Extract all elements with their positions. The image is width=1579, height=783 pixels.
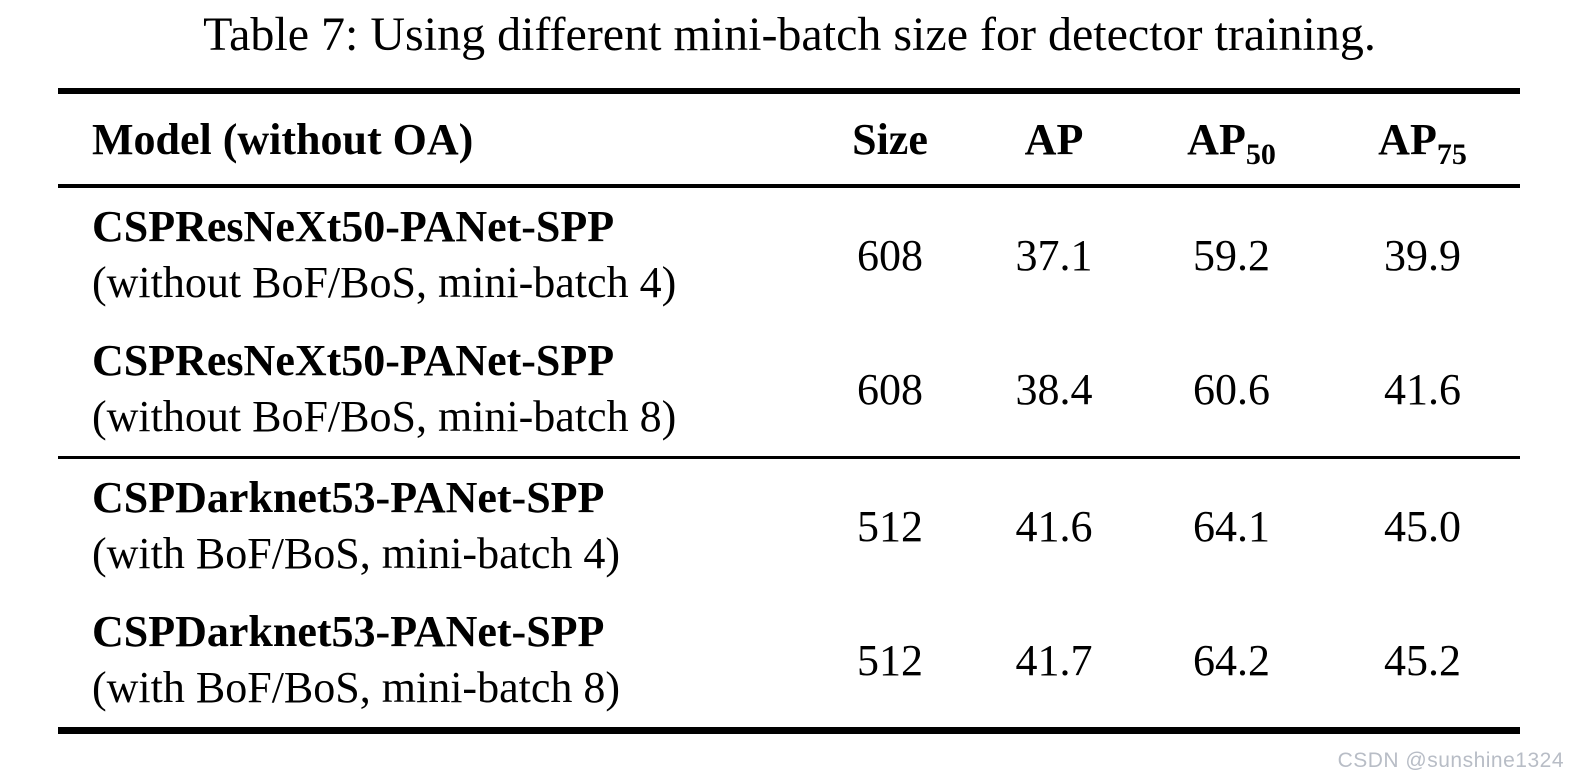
col-header-size: Size — [852, 114, 928, 164]
table-row: CSPDarknet53-PANet-SPP (with BoF/BoS, mi… — [58, 593, 1520, 727]
header-row: Model (without OA) Size AP AP50 AP75 — [58, 94, 1520, 184]
ap75-value: 41.6 — [1384, 364, 1461, 414]
model-name: CSPResNeXt50-PANet-SPP — [92, 336, 615, 385]
ap-value: 41.7 — [1015, 635, 1093, 685]
col-header-ap50: AP50 — [1138, 114, 1325, 170]
ap75-base: AP — [1378, 114, 1437, 164]
bottom-rule — [58, 727, 1520, 734]
ap-value: 38.4 — [1015, 364, 1093, 414]
ap75-value: 39.9 — [1384, 230, 1461, 280]
results-table: Model (without OA) Size AP AP50 AP75 CSP… — [58, 88, 1520, 734]
size-value: 512 — [857, 635, 923, 685]
model-detail: (with BoF/BoS, mini-batch 4) — [92, 529, 620, 578]
top-rule — [58, 88, 1520, 94]
size-value: 608 — [857, 230, 923, 280]
group-separator-rule — [58, 456, 1520, 459]
table-row: CSPDarknet53-PANet-SPP (with BoF/BoS, mi… — [58, 459, 1520, 593]
model-detail: (without BoF/BoS, mini-batch 8) — [92, 392, 677, 441]
size-value: 512 — [857, 501, 923, 551]
ap50-base: AP — [1187, 114, 1246, 164]
ap50-value: 64.1 — [1193, 501, 1270, 551]
model-name: CSPResNeXt50-PANet-SPP — [92, 202, 615, 251]
model-cell: CSPResNeXt50-PANet-SPP (without BoF/BoS,… — [58, 199, 810, 311]
col-header-ap75: AP75 — [1325, 114, 1520, 170]
table-row: CSPResNeXt50-PANet-SPP (without BoF/BoS,… — [58, 322, 1520, 456]
model-detail: (with BoF/BoS, mini-batch 8) — [92, 663, 620, 712]
watermark: CSDN @sunshine1324 — [1337, 749, 1564, 772]
table-caption: Table 7: Using different mini-batch size… — [203, 8, 1376, 61]
ap75-value: 45.2 — [1384, 635, 1461, 685]
ap50-value: 60.6 — [1193, 364, 1270, 414]
header-rule — [58, 184, 1520, 188]
table-row: CSPResNeXt50-PANet-SPP (without BoF/BoS,… — [58, 188, 1520, 322]
ap50-subscript: 50 — [1245, 137, 1276, 171]
model-cell: CSPDarknet53-PANet-SPP (with BoF/BoS, mi… — [58, 604, 810, 716]
model-cell: CSPDarknet53-PANet-SPP (with BoF/BoS, mi… — [58, 470, 810, 582]
size-value: 608 — [857, 364, 923, 414]
model-detail: (without BoF/BoS, mini-batch 4) — [92, 258, 677, 307]
model-name: CSPDarknet53-PANet-SPP — [92, 473, 605, 522]
ap50-value: 59.2 — [1193, 230, 1270, 280]
ap-value: 37.1 — [1015, 230, 1093, 280]
ap75-subscript: 75 — [1436, 137, 1467, 171]
col-header-ap: AP — [1024, 114, 1084, 164]
ap50-value: 64.2 — [1193, 635, 1270, 685]
col-header-model: Model (without OA) — [92, 114, 474, 164]
model-name: CSPDarknet53-PANet-SPP — [92, 607, 605, 656]
ap-value: 41.6 — [1015, 501, 1093, 551]
model-cell: CSPResNeXt50-PANet-SPP (without BoF/BoS,… — [58, 333, 810, 445]
ap75-value: 45.0 — [1384, 501, 1461, 551]
